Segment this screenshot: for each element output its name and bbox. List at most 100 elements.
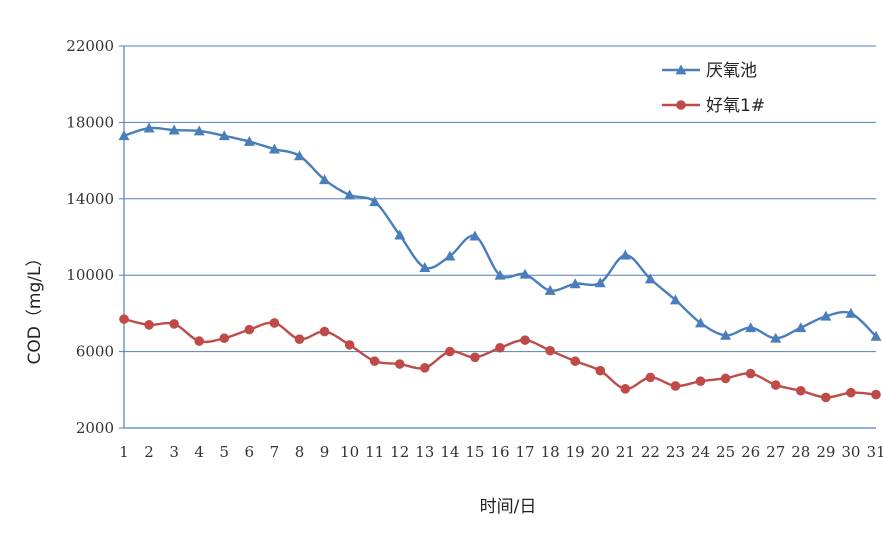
x-tick-labels: 1 2 3 4 5 6 7 8 9 10 11 12 13 14 15 16 17 18 19 20 21 22 23 24 2… (119, 443, 883, 461)
data-point (369, 196, 381, 207)
data-point (796, 385, 806, 396)
data-point (269, 318, 280, 328)
data-point (194, 336, 204, 346)
data-point (344, 189, 356, 200)
data-point (294, 334, 305, 344)
data-point (193, 125, 205, 136)
x-tick-label: 6 (245, 443, 255, 461)
data-point (494, 269, 506, 280)
data-point (243, 136, 255, 146)
data-point (519, 268, 531, 279)
x-tick-label: 16 (490, 443, 509, 461)
y-tick-labels: 2000 6000 10000 14000 18000 22000 (66, 37, 114, 437)
data-point (795, 322, 807, 333)
axes (119, 45, 876, 429)
data-point (369, 356, 380, 366)
x-tick-label: 19 (566, 443, 585, 461)
data-point (695, 317, 707, 328)
x-tick-label: 4 (194, 443, 204, 461)
y-tick-label: 10000 (66, 266, 114, 284)
x-tick-label: 30 (841, 443, 860, 461)
data-point (820, 310, 832, 321)
legend-label: 好氧1# (706, 96, 765, 116)
x-tick-label: 7 (270, 443, 280, 461)
data-point (470, 352, 480, 363)
data-point (344, 340, 355, 350)
data-point (846, 387, 856, 398)
data-point (720, 373, 731, 384)
y-tick-label: 18000 (66, 113, 114, 131)
data-point (319, 174, 331, 185)
x-axis-title: 时间/日 (480, 497, 537, 517)
data-point (444, 250, 456, 261)
data-point (420, 363, 430, 373)
series-lines (118, 122, 882, 403)
data-point (569, 278, 581, 289)
x-tick-label: 3 (169, 443, 179, 461)
series-1 (118, 122, 882, 343)
legend-item: 厌氧池 (662, 61, 757, 81)
legend-item: 好氧1# (662, 96, 765, 116)
data-point (118, 130, 130, 141)
data-point (619, 249, 631, 260)
x-tick-label: 5 (219, 443, 229, 461)
data-point (745, 322, 757, 333)
x-tick-label: 27 (766, 443, 785, 461)
data-point (745, 368, 756, 379)
data-point (770, 332, 782, 343)
data-point (871, 389, 881, 400)
data-point (319, 326, 330, 337)
x-tick-label: 8 (295, 443, 305, 461)
x-tick-label: 29 (816, 443, 835, 461)
legend-marker (676, 100, 686, 110)
x-tick-label: 28 (791, 443, 810, 461)
x-tick-label: 25 (716, 443, 735, 461)
x-tick-label: 22 (641, 443, 660, 461)
data-point (669, 294, 681, 305)
data-point (670, 381, 681, 391)
x-tick-label: 17 (516, 443, 535, 461)
y-tick-label: 22000 (66, 37, 114, 55)
y-axis-title: COD（mg/L） (25, 250, 45, 365)
x-tick-label: 20 (591, 443, 610, 461)
y-tick-label: 2000 (76, 419, 114, 437)
data-point (168, 124, 180, 135)
data-point (495, 342, 505, 353)
x-tick-label: 31 (866, 443, 883, 461)
data-point (394, 229, 406, 240)
data-point (544, 284, 556, 295)
data-point (620, 384, 631, 394)
legend-marker (675, 64, 687, 75)
data-point (695, 376, 706, 387)
x-tick-label: 21 (616, 443, 635, 461)
data-point (821, 392, 831, 403)
x-tick-label: 13 (415, 443, 434, 461)
legend-label: 厌氧池 (706, 61, 757, 81)
data-point (645, 372, 656, 383)
data-point (644, 273, 656, 284)
data-point (119, 314, 129, 324)
data-point (144, 320, 154, 330)
data-point (445, 346, 455, 357)
series-line (123, 317, 877, 399)
data-point (570, 356, 580, 366)
data-point (770, 380, 781, 390)
data-point (219, 333, 230, 344)
data-point (143, 122, 155, 133)
data-point (268, 143, 280, 154)
data-point (244, 324, 255, 335)
data-point (469, 230, 481, 241)
x-tick-label: 11 (365, 443, 384, 461)
x-tick-label: 12 (390, 443, 409, 461)
x-tick-label: 1 (119, 443, 129, 461)
x-tick-label: 24 (691, 443, 710, 461)
x-tick-label: 2 (144, 443, 154, 461)
x-tick-label: 14 (440, 443, 459, 461)
series-line (123, 126, 877, 340)
y-tick-label: 6000 (76, 343, 114, 361)
x-tick-label: 15 (465, 443, 484, 461)
data-point (845, 307, 857, 318)
x-tick-label: 18 (541, 443, 560, 461)
x-tick-label: 10 (340, 443, 359, 461)
